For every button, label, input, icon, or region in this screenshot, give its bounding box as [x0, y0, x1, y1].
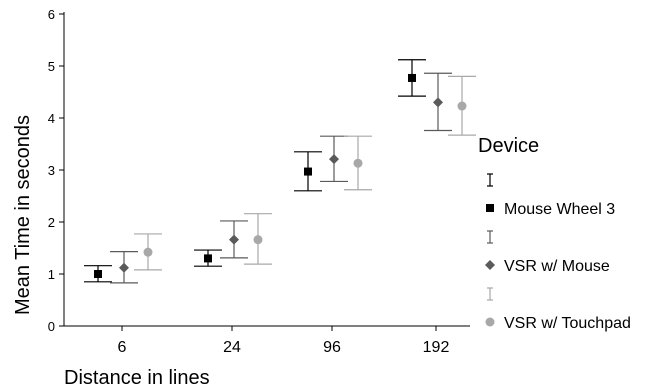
data-point — [229, 234, 239, 245]
x-tick-label: 6 — [118, 339, 127, 356]
legend: Device Mouse Wheel 3 VSR w/ Mouse VSR w/ T… — [478, 135, 631, 332]
y-axis: 0 1 2 3 4 5 6 — [48, 7, 65, 334]
legend-marker — [485, 317, 495, 327]
series-vsr-w-touchpad — [134, 75, 476, 271]
y-tick-label: 2 — [48, 215, 55, 230]
legend-marker — [486, 204, 494, 212]
data-point — [94, 270, 102, 278]
data-point — [329, 154, 339, 165]
y-tick-label: 6 — [48, 7, 55, 22]
legend-label: VSR w/ Touchpad — [504, 315, 631, 332]
x-axis-label: Distance in lines — [64, 367, 210, 389]
legend-label: VSR w/ Mouse — [504, 258, 610, 275]
y-tick-label: 0 — [48, 319, 55, 334]
y-tick-label: 5 — [48, 59, 55, 74]
y-tick-label: 1 — [48, 267, 55, 282]
x-axis: 6 24 96 192 — [64, 325, 470, 356]
series-vsr-w-mouse — [110, 72, 452, 284]
y-axis-label: Mean Time in seconds — [12, 115, 34, 315]
data-point — [204, 254, 212, 263]
data-point — [433, 97, 443, 108]
data-point — [457, 101, 467, 111]
x-tick-label: 96 — [323, 339, 341, 356]
legend-title: Device — [478, 135, 539, 157]
x-tick-label: 24 — [223, 339, 241, 356]
data-point — [353, 158, 363, 168]
data-point — [253, 235, 263, 245]
legend-label: Mouse Wheel 3 — [504, 201, 615, 218]
y-tick-label: 4 — [48, 111, 55, 126]
data-point — [408, 73, 416, 82]
plot-area — [84, 59, 476, 284]
y-tick-label: 3 — [48, 163, 55, 178]
series-mouse-wheel-3 — [84, 59, 426, 283]
data-point — [143, 247, 153, 257]
data-point — [304, 167, 312, 176]
x-tick-label: 192 — [423, 339, 450, 356]
data-point — [119, 262, 129, 273]
legend-marker — [485, 260, 495, 270]
